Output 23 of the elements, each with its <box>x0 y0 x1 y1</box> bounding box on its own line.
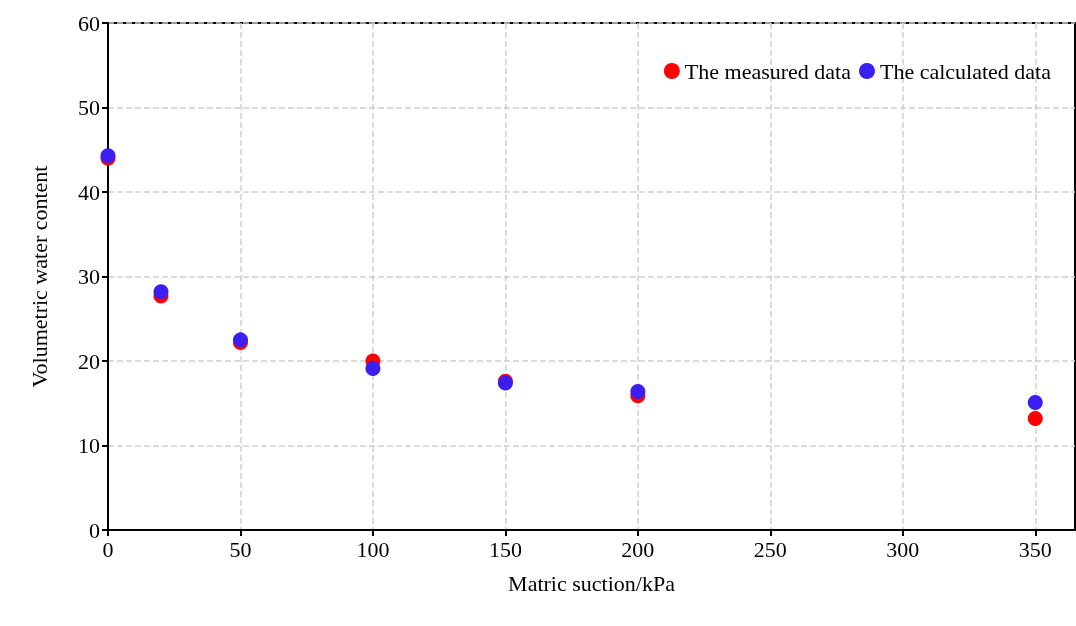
x-axis-title: Matric suction/kPa <box>508 570 676 596</box>
x-tick-label: 100 <box>356 536 390 562</box>
y-tick-label: 0 <box>89 517 100 543</box>
legend-label: The calculated data <box>880 58 1052 84</box>
point <box>630 383 646 399</box>
point <box>365 361 381 377</box>
y-axis-title: Volumetric water content <box>26 165 52 388</box>
y-tick-label: 30 <box>78 264 100 289</box>
point <box>1027 410 1043 426</box>
x-tick-label: 150 <box>488 536 522 562</box>
x-tick-label: 300 <box>886 536 920 562</box>
point <box>1027 394 1043 410</box>
y-tick-label: 40 <box>78 179 100 205</box>
x-tick-label: 200 <box>621 536 655 562</box>
x-tick-label: 250 <box>753 536 787 562</box>
x-tick-label: 50 <box>229 536 252 562</box>
y-tick-label: 20 <box>78 348 100 374</box>
point <box>153 284 169 300</box>
x-tick-label: 350 <box>1018 536 1052 562</box>
legend-label: The measured data <box>684 58 852 84</box>
y-tick-label: 50 <box>78 95 100 120</box>
y-tick-label: 60 <box>78 10 100 36</box>
y-tick-label: 10 <box>78 433 100 458</box>
